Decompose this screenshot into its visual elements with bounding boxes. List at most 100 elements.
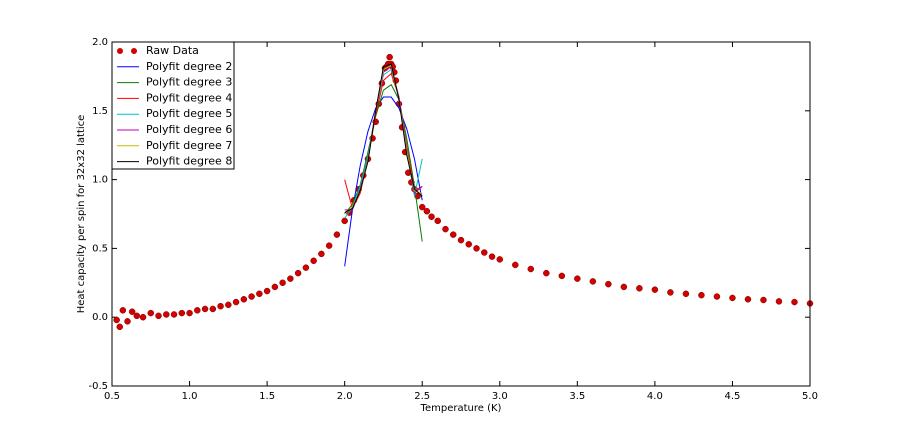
data-point	[116, 323, 124, 331]
data-point	[605, 280, 612, 288]
x-tick-label: 4.5	[724, 391, 740, 402]
data-point	[186, 309, 193, 317]
data-point	[170, 311, 178, 318]
legend-box	[111, 41, 235, 170]
x-tick-label: 0.5	[104, 391, 120, 402]
data-point	[318, 250, 325, 258]
y-tick-label: 1.0	[92, 175, 108, 186]
legend-marker	[131, 48, 137, 54]
y-tick-label: -0.5	[88, 381, 108, 392]
legend-label: Polyfit degree 7	[146, 139, 232, 152]
x-tick-label: 1.0	[182, 391, 198, 402]
data-point	[325, 242, 333, 249]
x-tick-label: 4.0	[647, 391, 663, 402]
y-tick-label: 0.0	[92, 312, 108, 323]
plot-frame	[111, 41, 811, 387]
data-point	[457, 236, 465, 244]
data-point	[232, 298, 240, 306]
data-point	[558, 272, 566, 280]
x-tick-label: 2.0	[337, 391, 353, 402]
legend-label: Polyfit degree 6	[146, 123, 232, 136]
data-point	[589, 278, 597, 285]
data-point	[729, 294, 736, 302]
data-point	[139, 313, 147, 321]
data-point	[636, 285, 643, 292]
data-point	[620, 283, 628, 291]
fit-line	[344, 83, 423, 242]
legend-label: Polyfit degree 2	[146, 60, 232, 73]
legend-label: Polyfit degree 4	[146, 91, 232, 104]
data-point	[698, 291, 705, 299]
y-axis-label: Heat capacity per spin for 32x32 lattice	[76, 115, 87, 314]
data-point	[271, 283, 279, 291]
fit-line	[344, 64, 423, 215]
data-point	[279, 279, 286, 287]
data-point	[178, 309, 186, 317]
data-point	[574, 275, 581, 282]
data-point	[651, 286, 659, 293]
data-point	[240, 296, 248, 303]
data-point	[201, 305, 209, 313]
legend-label: Polyfit degree 5	[146, 107, 232, 120]
data-point	[496, 256, 504, 263]
data-point	[302, 264, 310, 271]
data-point	[163, 311, 170, 318]
data-point	[488, 253, 496, 260]
data-point	[341, 217, 348, 225]
data-point	[667, 289, 674, 296]
data-point	[428, 213, 435, 221]
y-tick-label: 2.0	[92, 37, 108, 48]
fit-line	[344, 63, 423, 214]
data-point	[434, 217, 441, 225]
data-point	[543, 269, 550, 277]
data-point	[442, 225, 449, 233]
x-axis-label: Temperature (K)	[420, 403, 502, 414]
data-point	[147, 309, 155, 317]
data-point	[133, 312, 141, 320]
data-point	[713, 293, 721, 300]
data-point	[481, 249, 488, 256]
data-point	[225, 301, 232, 309]
data-point	[263, 287, 271, 295]
data-point	[775, 298, 783, 305]
data-point	[791, 298, 798, 306]
data-point	[512, 261, 519, 269]
data-point	[744, 296, 752, 303]
legend-label: Polyfit degree 3	[146, 76, 232, 89]
y-tick-label: 0.5	[92, 243, 108, 254]
y-tick-label: 1.5	[92, 106, 108, 117]
data-point	[124, 318, 131, 325]
x-tick-label: 5.0	[802, 391, 818, 402]
data-point	[418, 203, 426, 211]
data-point	[386, 53, 393, 61]
fit-line	[344, 96, 423, 267]
data-point	[209, 305, 217, 313]
data-point	[194, 307, 201, 314]
data-point	[155, 312, 162, 320]
data-point	[760, 296, 767, 304]
x-tick-label: 3.5	[569, 391, 585, 402]
data-point	[294, 269, 302, 277]
data-point	[465, 241, 473, 248]
data-point	[256, 290, 263, 298]
data-point	[682, 290, 690, 298]
data-point	[449, 231, 457, 238]
data-point	[527, 265, 535, 273]
legend-label: Raw Data	[146, 44, 199, 57]
data-point	[248, 293, 255, 300]
x-tick-label: 3.0	[492, 391, 508, 402]
data-point	[333, 231, 341, 238]
legend-label: Polyfit degree 8	[146, 155, 232, 168]
data-point	[119, 307, 127, 314]
x-tick-label: 2.5	[414, 391, 430, 402]
data-point	[128, 308, 136, 315]
fit-line	[344, 72, 423, 210]
data-point	[473, 245, 480, 252]
data-point	[113, 316, 120, 324]
data-point	[423, 207, 431, 215]
legend-marker	[117, 48, 123, 54]
data-point	[217, 302, 224, 310]
x-tick-label: 1.5	[259, 391, 275, 402]
